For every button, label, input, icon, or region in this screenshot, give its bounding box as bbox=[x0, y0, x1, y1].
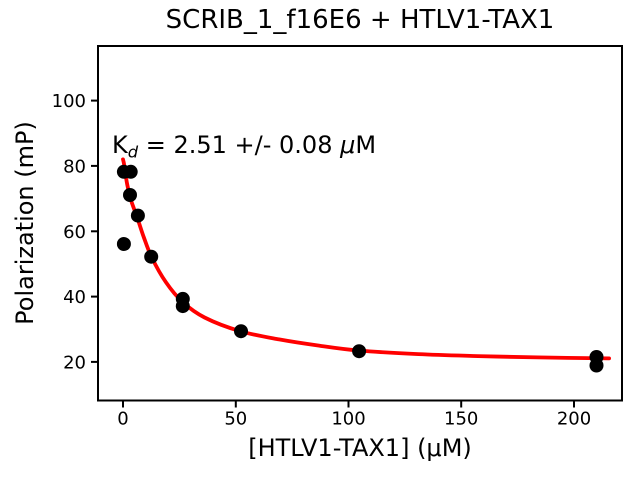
x-tick-label: 50 bbox=[224, 409, 247, 430]
x-tick-label: 100 bbox=[331, 409, 365, 430]
data-point bbox=[144, 249, 159, 264]
y-tick-label: 80 bbox=[63, 156, 86, 177]
x-tick-label: 150 bbox=[444, 409, 478, 430]
kd-annotation: Kd = 2.51 +/- 0.08 μM bbox=[112, 131, 376, 162]
y-tick-label: 60 bbox=[63, 222, 86, 243]
data-point bbox=[123, 164, 138, 179]
data-point bbox=[116, 237, 131, 251]
axes-frame bbox=[97, 45, 623, 402]
y-axis-label: Polarization (mP) bbox=[11, 121, 39, 325]
data-point bbox=[123, 188, 137, 202]
x-tick-label: 200 bbox=[557, 409, 591, 430]
molar-unit: M bbox=[355, 131, 377, 159]
data-point bbox=[352, 344, 367, 359]
chart-title: SCRIB_1_f16E6 + HTLV1-TAX1 bbox=[165, 5, 555, 35]
data-point bbox=[130, 208, 145, 223]
kd-value-text: = 2.51 +/- 0.08 bbox=[138, 131, 341, 159]
data-point bbox=[175, 299, 190, 314]
y-tick-label: 20 bbox=[63, 352, 86, 373]
kd-symbol: K bbox=[112, 131, 128, 159]
kd-subscript: d bbox=[127, 142, 139, 162]
micro-symbol: μ bbox=[340, 131, 356, 159]
x-axis-label: [HTLV1-TAX1] (μM) bbox=[248, 434, 472, 462]
x-tick-label: 0 bbox=[117, 409, 128, 430]
data-point bbox=[589, 358, 604, 373]
data-point bbox=[234, 324, 248, 339]
y-tick-label: 100 bbox=[52, 91, 86, 112]
y-tick-label: 40 bbox=[63, 287, 86, 308]
fit-curve bbox=[121, 157, 611, 361]
